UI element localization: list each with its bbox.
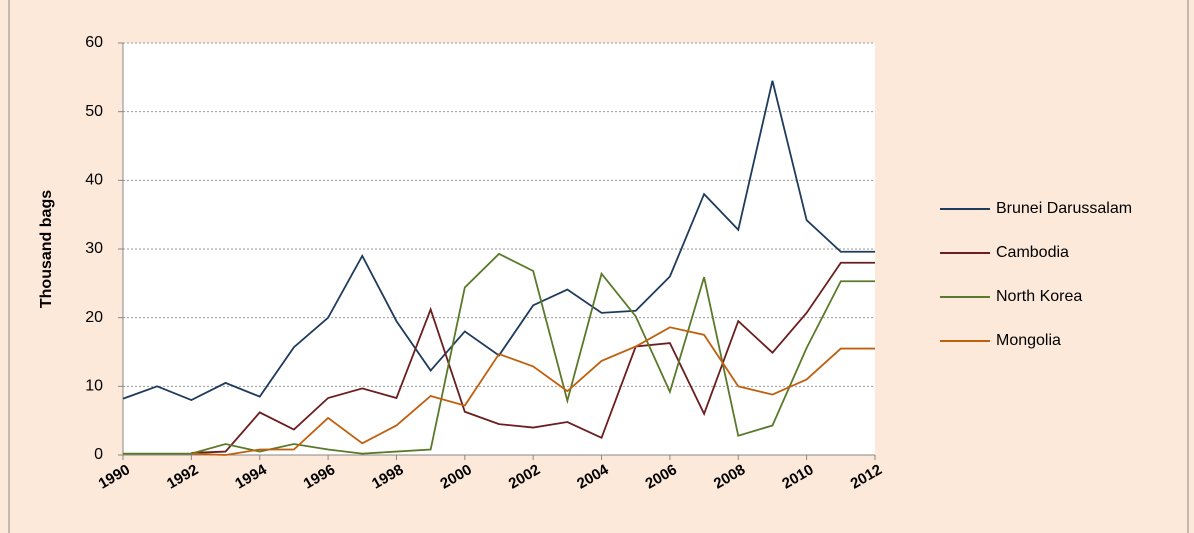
y-tick-label: 30	[85, 240, 103, 257]
legend-label: Mongolia	[996, 332, 1061, 349]
y-axis-label: Thousand bags	[38, 190, 55, 308]
y-tick-label: 10	[85, 378, 103, 395]
y-tick-label: 60	[85, 34, 103, 51]
y-tick-label: 40	[85, 172, 103, 189]
y-tick-label: 20	[85, 309, 103, 326]
legend-label: Brunei Darussalam	[996, 200, 1132, 217]
legend-label: North Korea	[996, 288, 1082, 305]
series-line	[191, 261, 875, 454]
y-tick-label: 0	[94, 446, 103, 463]
y-tick-label: 50	[85, 103, 103, 120]
series-line	[123, 252, 875, 455]
legend-label: Cambodia	[996, 244, 1069, 261]
series-line	[191, 326, 875, 456]
